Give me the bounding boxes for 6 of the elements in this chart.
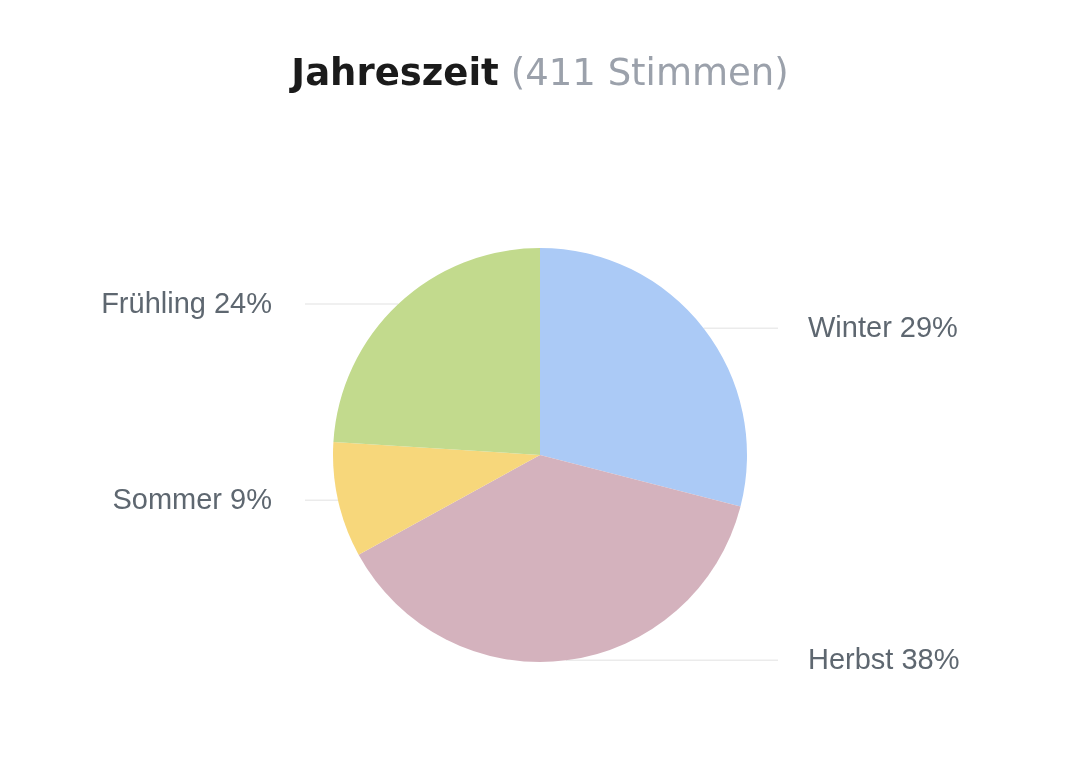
chart-subtitle: (411 Stimmen) [510,51,789,94]
slice-label: Sommer 9% [112,483,272,516]
slice-label: Frühling 24% [101,287,272,320]
chart-title: Jahreszeit [291,51,499,94]
slice-label: Herbst 38% [808,643,960,676]
slice-label: Winter 29% [808,311,958,344]
